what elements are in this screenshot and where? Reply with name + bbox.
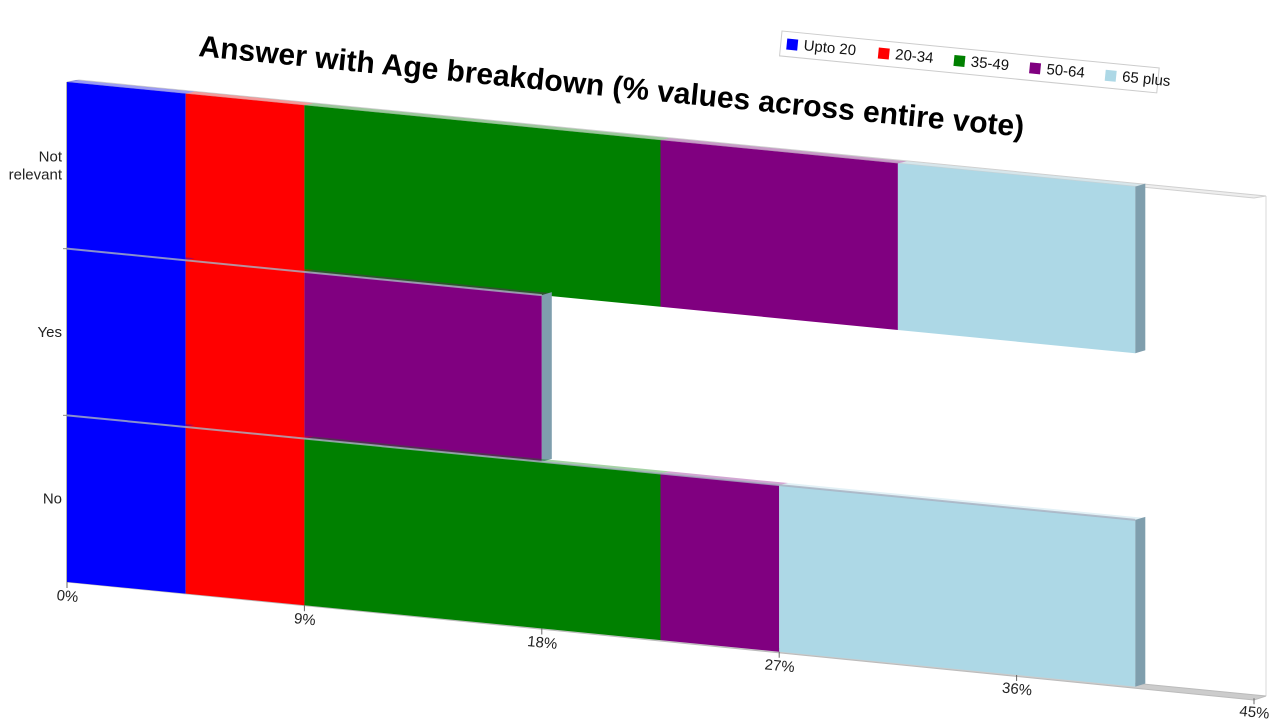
legend-label: Upto 20 [803,37,857,59]
legend-label: 20-34 [894,46,934,67]
x-tick-label: 27% [764,656,796,676]
x-tick-label: 9% [293,610,316,629]
bar-segment-top-face [185,91,314,106]
legend-entries: Upto 20 20-34 35-49 50-64 65 plus [786,37,1171,90]
legend-label: 35-49 [970,54,1010,75]
x-axis-ticks: 0% 9% 18% 27% 36% 45% [56,248,1271,720]
bar-end-face [1135,516,1146,687]
bar-segment [185,93,305,272]
bar-segment-top-face [67,80,195,94]
bar-segment-top-face [67,413,195,427]
x-tick-label: 18% [526,633,558,653]
bar-segment-top-face [660,471,789,486]
bar-segment [660,473,780,652]
bar-segment [660,140,898,331]
bar-segment [304,105,661,307]
bar-segment [67,82,186,261]
category-label: Not [39,148,63,165]
category-label: No [43,491,62,508]
bar-segment [67,248,186,427]
bar-segment [304,271,542,462]
legend-box [779,30,1160,94]
legend-swatch [1029,62,1042,75]
bar-segment-top-face [185,258,314,272]
x-tick-label: 36% [1001,680,1033,700]
bar-segment-top-face [660,138,907,164]
bar-end-face [541,292,552,462]
legend-swatch [786,38,799,51]
legend-swatch [953,54,966,67]
bar-segment [779,485,1136,687]
x-tick-label: 45% [1239,703,1271,720]
legend-label: 65 plus [1121,68,1171,90]
bar-segment-top-face [779,483,1145,520]
legend-swatch [877,47,890,60]
bar-segment [67,415,186,594]
bar-segment [185,260,305,439]
bar-end-face [1135,183,1146,354]
x-tick-label: 0% [56,587,79,606]
category-label: relevant [9,166,63,183]
legend: Upto 20 20-34 35-49 50-64 65 plus [779,30,1171,94]
bar-segment-top-face [304,103,670,141]
bar-segment [897,163,1136,354]
bar-segment [185,426,305,606]
bar-segment-top-face [897,161,1145,187]
bar-separator [66,414,1136,521]
bar-segment-top-face [185,424,314,439]
category-label: Yes [38,324,62,341]
legend-swatch [1104,69,1117,82]
bar-segment-top-face [67,246,195,261]
bars-layer [66,80,1146,687]
legend-label: 50-64 [1046,61,1086,82]
bar-segment-top-face [304,269,551,296]
bar-segment [304,438,661,641]
bar-segment-top-face [304,436,670,474]
bar-separator [66,247,542,297]
